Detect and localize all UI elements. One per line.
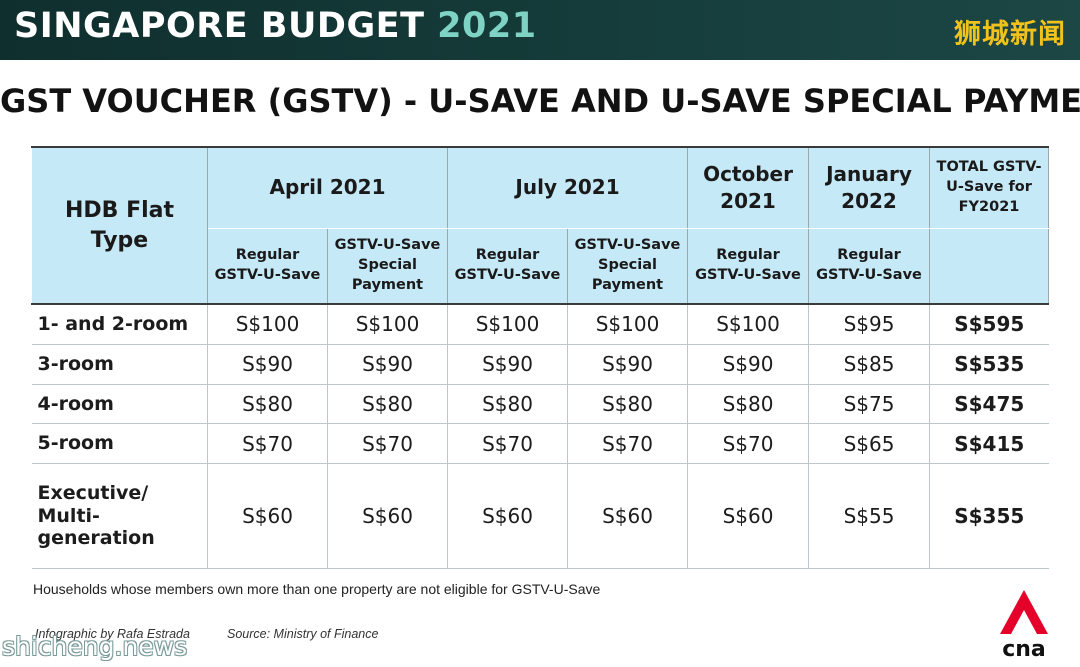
table-cell: S$80 <box>447 384 568 425</box>
banner-title: SINGAPORE BUDGET 2021 <box>14 6 537 46</box>
source-credit: Source: Ministry of Finance <box>227 627 379 641</box>
header-april-2021: April 2021 <box>207 146 448 229</box>
header-flat-type: HDB Flat Type <box>31 146 208 305</box>
table-cell: S$80 <box>327 384 448 425</box>
table-cell: S$100 <box>447 302 568 345</box>
eligibility-note: Households whose members own more than o… <box>33 581 601 597</box>
header-january-2022: January 2022 <box>808 146 931 229</box>
cna-logo-icon: cna <box>1000 590 1048 660</box>
table-cell: S$75 <box>808 384 931 425</box>
row-flat-type: 5-room <box>31 423 208 464</box>
table-row: 4-room S$80 S$80 S$80 S$80 S$80 S$75 S$4… <box>31 384 1049 425</box>
table-cell: S$100 <box>207 302 328 345</box>
total-cell: S$535 <box>929 344 1049 385</box>
row-flat-type: 3-room <box>31 344 208 385</box>
table-cell: S$70 <box>327 423 448 464</box>
table-cell: S$90 <box>567 344 689 385</box>
table-cell: S$80 <box>207 384 328 425</box>
table-cell: S$60 <box>207 463 328 570</box>
watermark: shicheng.news <box>2 632 188 661</box>
table-cell: S$60 <box>687 463 810 570</box>
gstv-table: HDB Flat Type April 2021 July 2021 Octob… <box>31 146 1050 570</box>
table-cell: S$70 <box>687 423 810 464</box>
subheader-regular: Regular GSTV-U-Save <box>447 227 568 305</box>
table-cell: S$70 <box>447 423 568 464</box>
page-title: GST VOUCHER (GSTV) - U-SAVE AND U-SAVE S… <box>0 82 1080 120</box>
header-total: TOTAL GSTV-U-Save for FY2021 <box>929 146 1050 229</box>
table-cell: S$95 <box>808 302 931 345</box>
table-cell: S$100 <box>687 302 810 345</box>
total-cell: S$595 <box>929 302 1049 345</box>
row-flat-type: 1- and 2-room <box>31 302 208 345</box>
table-row: Executive/ Multi-generation S$60 S$60 S$… <box>31 463 1049 570</box>
total-cell: S$415 <box>929 423 1049 464</box>
table-cell: S$60 <box>567 463 689 570</box>
subheader-regular: Regular GSTV-U-Save <box>808 227 931 305</box>
table-cell: S$90 <box>327 344 448 385</box>
table-row: 1- and 2-room S$100 S$100 S$100 S$100 S$… <box>31 302 1049 345</box>
total-cell: S$355 <box>929 463 1049 570</box>
header-october-2021: October 2021 <box>687 146 810 229</box>
table-cell: S$70 <box>567 423 689 464</box>
table-cell: S$90 <box>687 344 810 385</box>
table-cell: S$80 <box>567 384 689 425</box>
row-flat-type: Executive/ Multi-generation <box>31 463 208 570</box>
subheader-special-payment: GSTV-U-Save Special Payment <box>327 227 448 305</box>
header-july-2021: July 2021 <box>446 146 689 229</box>
total-cell: S$475 <box>929 384 1049 425</box>
row-flat-type: 4-room <box>31 384 208 425</box>
cna-logo-text: cna <box>1002 637 1046 660</box>
table-cell: S$100 <box>567 302 689 345</box>
subheader-regular: Regular GSTV-U-Save <box>687 227 810 305</box>
top-banner: SINGAPORE BUDGET 2021 狮城新闻 <box>0 0 1080 60</box>
table-cell: S$65 <box>808 423 931 464</box>
table-cell: S$90 <box>207 344 328 385</box>
table-cell: S$80 <box>687 384 810 425</box>
table-cell: S$55 <box>808 463 931 570</box>
banner-brand: SINGAPORE BUDGET <box>14 6 425 46</box>
table-cell: S$100 <box>327 302 448 345</box>
table-cell: S$60 <box>447 463 568 570</box>
table-cell: S$90 <box>447 344 568 385</box>
infographic-credit: Infographic by Rafa Estrada <box>35 627 190 641</box>
banner-year: 2021 <box>437 6 537 46</box>
table-cell: S$60 <box>327 463 448 570</box>
subheader-special-payment: GSTV-U-Save Special Payment <box>566 227 689 305</box>
table-cell: S$85 <box>808 344 931 385</box>
subheader-regular: Regular GSTV-U-Save <box>207 227 328 305</box>
table-row: 3-room S$90 S$90 S$90 S$90 S$90 S$85 S$5… <box>31 344 1049 385</box>
subheader-empty <box>929 227 1050 305</box>
publisher-label: 狮城新闻 <box>954 19 1066 50</box>
table-row: 5-room S$70 S$70 S$70 S$70 S$70 S$65 S$4… <box>31 423 1049 464</box>
table-cell: S$70 <box>207 423 328 464</box>
